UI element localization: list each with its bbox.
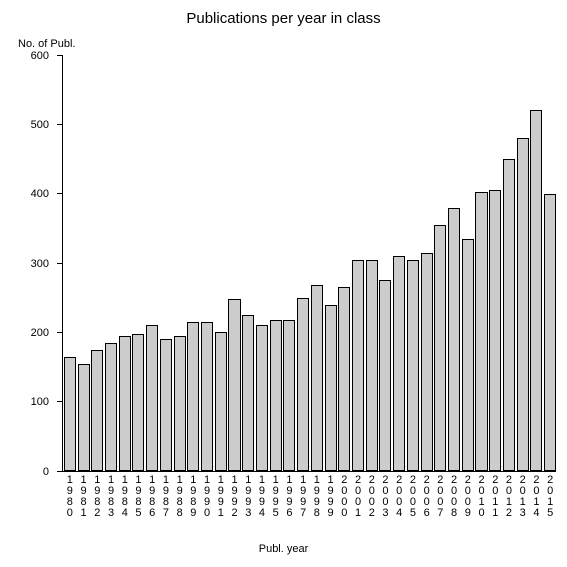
x-tick-label: 2005 [410, 475, 416, 519]
y-axis-title: No. of Publ. [18, 38, 75, 50]
x-axis-title: Publ. year [0, 543, 567, 555]
bar [119, 336, 131, 471]
bar [174, 336, 186, 471]
x-tick-label: 2013 [520, 475, 526, 519]
x-tick-label: 1983 [108, 475, 114, 519]
bar [325, 305, 337, 471]
x-tick-label: 2004 [396, 475, 402, 519]
x-tick-label: 1997 [300, 475, 306, 519]
bar [489, 190, 501, 471]
x-tick-label: 1995 [273, 475, 279, 519]
bar [475, 192, 487, 471]
bar [270, 320, 282, 471]
y-tick [57, 193, 63, 194]
x-tick-label: 2015 [547, 475, 553, 519]
bar [407, 260, 419, 471]
x-tick-label: 1991 [218, 475, 224, 519]
x-tick-label: 2006 [424, 475, 430, 519]
x-tick-label: 2000 [341, 475, 347, 519]
bar [146, 325, 158, 471]
x-tick-label: 2009 [465, 475, 471, 519]
bar [201, 322, 213, 471]
bar [366, 260, 378, 471]
y-tick [57, 55, 63, 56]
bar [228, 299, 240, 471]
y-tick [57, 401, 63, 402]
y-tick [57, 332, 63, 333]
y-tick-label: 300 [15, 258, 49, 270]
y-tick-label: 0 [15, 466, 49, 478]
bars-container [63, 56, 556, 471]
bar [283, 320, 295, 471]
y-tick-label: 400 [15, 188, 49, 200]
y-tick-label: 600 [15, 50, 49, 62]
y-tick [57, 263, 63, 264]
x-tick-label: 2002 [369, 475, 375, 519]
bar [187, 322, 199, 471]
bar [215, 332, 227, 471]
bar [393, 256, 405, 471]
bar [338, 287, 350, 471]
x-tick-label: 2011 [492, 475, 498, 519]
bar [517, 138, 529, 471]
bar [132, 334, 144, 471]
x-tick-label: 1981 [81, 475, 87, 519]
bar [462, 239, 474, 471]
bar [379, 280, 391, 471]
bar [544, 194, 556, 471]
x-tick-label: 2008 [451, 475, 457, 519]
bar [105, 343, 117, 471]
x-tick-label: 1986 [149, 475, 155, 519]
chart-title: Publications per year in class [0, 10, 567, 27]
x-tick-label: 1999 [328, 475, 334, 519]
x-tick-label: 2001 [355, 475, 361, 519]
x-tick-label: 2010 [478, 475, 484, 519]
x-tick-label: 1988 [177, 475, 183, 519]
x-tick-label: 1998 [314, 475, 320, 519]
bar [160, 339, 172, 471]
bar [311, 285, 323, 471]
x-tick-label: 2012 [506, 475, 512, 519]
y-tick [57, 471, 63, 472]
y-tick-label: 200 [15, 327, 49, 339]
bar [91, 350, 103, 471]
x-tick-label: 1990 [204, 475, 210, 519]
x-tick-label: 1980 [67, 475, 73, 519]
y-tick-label: 500 [15, 119, 49, 131]
x-tick-label: 1987 [163, 475, 169, 519]
bar [530, 110, 542, 471]
x-tick-label: 1982 [94, 475, 100, 519]
bar [297, 298, 309, 471]
bar [256, 325, 268, 471]
bar [242, 315, 254, 471]
x-tick-label: 1985 [135, 475, 141, 519]
y-tick-label: 100 [15, 396, 49, 408]
x-tick-label: 2007 [437, 475, 443, 519]
bar [421, 253, 433, 471]
x-tick-label: 2003 [382, 475, 388, 519]
bar [434, 225, 446, 471]
x-tick-label: 1993 [245, 475, 251, 519]
bar [64, 357, 76, 471]
x-tick-label: 1996 [286, 475, 292, 519]
x-tick-label: 1984 [122, 475, 128, 519]
x-tick-label: 1992 [231, 475, 237, 519]
x-tick-label: 1994 [259, 475, 265, 519]
bar [503, 159, 515, 471]
x-tick-label: 1989 [190, 475, 196, 519]
bar [352, 260, 364, 471]
bar [78, 364, 90, 471]
y-tick [57, 124, 63, 125]
bar [448, 208, 460, 471]
plot-area: 0100200300400500600198019811982198319841… [62, 56, 556, 472]
x-tick-label: 2014 [533, 475, 539, 519]
chart-stage: Publications per year in class No. of Pu… [0, 0, 567, 567]
